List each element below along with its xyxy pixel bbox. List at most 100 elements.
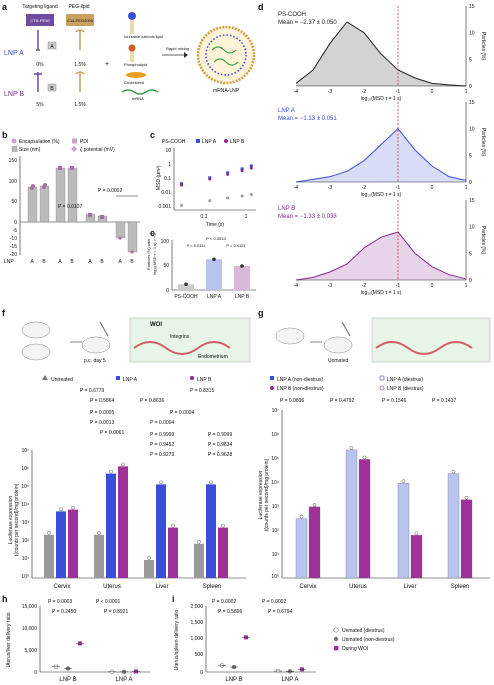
data-point xyxy=(147,556,151,560)
bar-g xyxy=(397,482,410,579)
legend-lnp-b: LNP B xyxy=(197,377,212,383)
x-axis-label: log₁₀(MSD τ = 1 s) xyxy=(361,290,402,296)
x-label: LNP A xyxy=(116,677,133,683)
msd-point xyxy=(240,169,244,173)
panel-c: c PS-COOH LNP A LNP B MSD (μm²) 10 1 0.1… xyxy=(150,130,256,228)
y-tick-label: 15 xyxy=(469,100,475,106)
panel-f: f p.c. day 5 WOI Integrins Endometrium U… xyxy=(2,308,251,590)
y-axis-label-2: ((counts per second)/mg protein) xyxy=(264,458,270,531)
bar-f xyxy=(218,527,228,578)
data-point xyxy=(197,540,201,544)
data-point xyxy=(212,257,216,262)
panel-letter-c: c xyxy=(150,130,155,140)
y-tick-label: 10¹ xyxy=(22,556,30,562)
legend-marker xyxy=(116,376,120,380)
col-targeting-ligand: Targeting ligand xyxy=(22,4,58,10)
p-value: P = 0.0002 xyxy=(262,599,286,605)
x-label-spleen: Spleen xyxy=(451,584,470,590)
p-value-right: P = 0.4151 xyxy=(226,243,246,248)
y-axis-label: Particles (%) xyxy=(480,226,486,255)
x-tick-label: 1 xyxy=(465,89,468,95)
y-tick-label: 0 xyxy=(14,220,17,226)
data-point xyxy=(240,264,244,268)
y-tick-label: 150 xyxy=(9,158,18,164)
data-point xyxy=(171,523,175,528)
data-point xyxy=(349,446,354,450)
x-tick-label: -4 xyxy=(294,185,299,191)
bar-f xyxy=(168,527,178,578)
legend-g0: LNP A (non-diestrus) xyxy=(277,377,323,383)
data-point xyxy=(97,531,101,535)
data-point xyxy=(121,462,125,467)
data-point xyxy=(58,166,62,170)
legend-i1: Unmated (non-diestrus) xyxy=(342,637,395,643)
bar-f xyxy=(106,473,116,578)
subpanel-name: LNP B xyxy=(278,206,295,212)
msd-series xyxy=(180,164,253,207)
x-tick-label: -1 xyxy=(396,185,401,191)
legend-i2: During WOI xyxy=(342,646,368,652)
panel-e: e Particles (%) with log₁₀(MSD τ = 1 s) … xyxy=(146,228,256,300)
x-labels: A B A B A B A B xyxy=(30,259,134,265)
x-tick-label: -4 xyxy=(294,283,299,289)
mouse-icon xyxy=(21,343,51,361)
bar-size-a xyxy=(55,167,66,223)
lipid-tail-icon xyxy=(130,20,134,34)
data-point xyxy=(43,183,47,187)
bar-f xyxy=(194,543,204,578)
data-point xyxy=(31,184,35,188)
uterine-wall-icon xyxy=(375,341,473,355)
y-tick-label: 10⁵ xyxy=(271,456,279,462)
y-tick-label: 10³ xyxy=(22,520,30,526)
x-label: B xyxy=(100,259,104,265)
msd-point xyxy=(240,167,244,171)
y-axis-label-1: Luciferase expression xyxy=(8,495,14,544)
y-tick-label: 0 xyxy=(469,180,472,186)
legend-lnp-a: LNP A xyxy=(123,377,138,383)
y-tick-label: 2,000 xyxy=(190,604,203,610)
y-tick-label: 10³ xyxy=(272,504,280,510)
panel-h: h Uterus/liver delivery ratio 15,000 10,… xyxy=(2,594,150,683)
bar-f xyxy=(144,560,154,578)
bar-f xyxy=(206,484,216,578)
y-tick-label: 10² xyxy=(22,538,30,544)
mouse-icon xyxy=(21,321,51,339)
p-value: P = 0.9452 xyxy=(150,442,174,448)
ligand-chip xyxy=(26,14,54,26)
y-tick-label: 10⁶ xyxy=(271,432,279,438)
col-peg-lipid: PEG-lipid xyxy=(68,4,89,10)
y-tick-label: 0 xyxy=(200,670,203,676)
p-value: P = 0.0005 xyxy=(90,410,114,416)
y-tick-label: -5 xyxy=(13,228,18,234)
y-ticks: 10⁷ 10⁶ 10⁵ 10⁴ 10³ 10² 10¹ 10⁰ xyxy=(271,408,279,580)
lnp-b-target-pct: 5% xyxy=(36,102,44,108)
p-value-top: P = 0.0533 xyxy=(206,236,226,241)
ligand-name: CTR-PE50 xyxy=(30,18,50,23)
legend-marker xyxy=(333,636,339,642)
bar-e xyxy=(234,266,250,290)
panel-letter-e: e xyxy=(150,228,155,238)
y-tick-label: 15,000 xyxy=(22,604,38,610)
rapid-mixing-label: Rapid mixing xyxy=(166,46,189,51)
msd-point xyxy=(208,199,212,203)
distribution-line xyxy=(295,21,467,87)
y-tick-label: 500 xyxy=(195,652,204,658)
bar-e xyxy=(206,259,222,290)
p-value: P = 0.6779 xyxy=(80,388,104,394)
msd-point xyxy=(240,194,244,198)
box-b-label: B xyxy=(50,86,54,92)
x-label: LNP B xyxy=(235,294,250,300)
y-tick-label: 100 xyxy=(161,239,170,245)
x-tick-label: 0 xyxy=(431,283,434,289)
data-point xyxy=(209,480,213,485)
distribution-line xyxy=(295,231,467,281)
y-tick-label: 10² xyxy=(272,528,280,534)
p-values: P = 0.6779 P = 0.8315 P = 0.5864 P = 0.8… xyxy=(80,388,232,458)
x-tick-label: 0 xyxy=(431,185,434,191)
panel-letter-i: i xyxy=(172,594,175,604)
y-tick-label: 10 xyxy=(469,127,475,133)
y-axis-label: Particles (%) xyxy=(480,32,486,61)
p-value: P = 0.8315 xyxy=(190,388,214,394)
lnp-b-label: LNP B xyxy=(4,91,24,98)
msd-point xyxy=(180,183,184,187)
